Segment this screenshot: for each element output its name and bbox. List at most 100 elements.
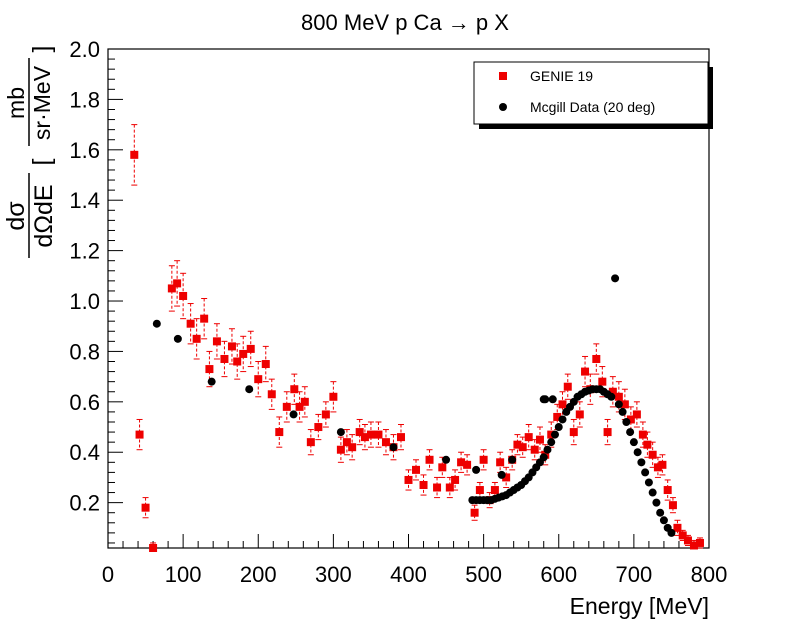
- mcgill-data-point: [550, 430, 559, 439]
- genie-point: [470, 508, 479, 517]
- genie-point: [592, 354, 601, 363]
- genie-point: [342, 438, 351, 447]
- genie-point: [433, 483, 442, 492]
- genie-point: [220, 354, 229, 363]
- genie-point: [321, 410, 330, 419]
- genie-point: [306, 438, 315, 447]
- y-label-bracket-open: [: [28, 158, 56, 165]
- mcgill-data-point: [508, 455, 517, 464]
- mcgill-data-point: [644, 478, 653, 487]
- y-tick-label: 0.4: [69, 440, 100, 465]
- genie-point: [513, 440, 522, 449]
- mcgill-data-point: [637, 458, 646, 467]
- mcgill-data-point: [289, 410, 298, 419]
- mcgill-data-point: [207, 377, 216, 386]
- genie-point: [179, 291, 188, 300]
- genie-point: [275, 428, 284, 437]
- legend-genie-marker: [499, 72, 507, 80]
- genie-point: [643, 440, 652, 449]
- y-axis: 0.2 0.4 0.6 0.8 1.0 1.2 1.4 1.6 1.8 2.0: [69, 37, 123, 544]
- y-tick-label: 2.0: [69, 37, 100, 62]
- genie-point: [683, 536, 692, 545]
- legend-data-label: Mcgill Data (20 deg): [530, 99, 655, 115]
- mcgill-data-point: [497, 470, 506, 479]
- genie-point: [419, 480, 428, 489]
- mcgill-data-point: [558, 415, 567, 424]
- genie-point: [608, 387, 617, 396]
- genie-point: [366, 430, 375, 439]
- genie-point: [558, 400, 567, 409]
- genie-point: [475, 486, 484, 495]
- genie-point: [173, 279, 182, 288]
- y-tick-label: 1.2: [69, 239, 100, 264]
- genie-point: [348, 443, 357, 452]
- legend: GENIE 19 Mcgill Data (20 deg): [473, 61, 713, 129]
- y-label-sr-mev: sr·MeV: [29, 65, 55, 140]
- mcgill-data-point: [554, 423, 563, 432]
- y-tick-label: 0.8: [69, 339, 100, 364]
- genie-point: [648, 450, 657, 459]
- mcgill-data-point: [629, 438, 638, 447]
- genie-point: [329, 392, 338, 401]
- x-tick-label: 400: [390, 562, 427, 587]
- mcgill-data-point: [622, 417, 631, 426]
- genie-point: [412, 465, 421, 474]
- genie-point: [355, 428, 364, 437]
- mcgill-data-point: [607, 392, 616, 401]
- genie-point: [530, 445, 539, 454]
- genie-point: [658, 460, 667, 469]
- genie-point: [689, 541, 698, 550]
- series-genie: [130, 124, 704, 552]
- mcgill-data-point: [611, 274, 620, 283]
- genie-point: [141, 503, 150, 512]
- genie-point: [457, 458, 466, 467]
- mcgill-data-point: [173, 334, 182, 343]
- genie-point: [632, 410, 641, 419]
- genie-point: [502, 473, 511, 482]
- mcgill-data-point: [245, 385, 254, 394]
- genie-point: [445, 483, 454, 492]
- chart-title: 800 MeV p Ca → p X: [301, 10, 509, 35]
- genie-point: [239, 349, 248, 358]
- genie-point: [254, 375, 263, 384]
- genie-point: [569, 428, 578, 437]
- genie-point: [496, 458, 505, 467]
- mcgill-data-point: [472, 465, 481, 474]
- x-axis: 0 100 200 300 400 500 600 700 800: [102, 534, 727, 587]
- genie-point: [678, 531, 687, 540]
- mcgill-data-point: [648, 488, 657, 497]
- genie-point: [396, 433, 405, 442]
- mcgill-data-point: [659, 516, 668, 525]
- genie-point: [535, 435, 544, 444]
- genie-point: [404, 475, 413, 484]
- y-tick-label: 1.0: [69, 289, 100, 314]
- y-axis-title: dσ dΩdE [ mb sr·MeV ]: [2, 46, 58, 258]
- genie-point: [524, 433, 533, 442]
- genie-point: [314, 423, 323, 432]
- mcgill-data-point: [541, 395, 550, 404]
- genie-point: [186, 319, 195, 328]
- genie-point: [626, 415, 635, 424]
- genie-point: [581, 367, 590, 376]
- genie-point: [261, 360, 270, 369]
- y-tick-label: 0.2: [69, 491, 100, 516]
- mcgill-data-point: [626, 428, 635, 437]
- mcgill-data-point: [618, 407, 627, 416]
- x-tick-label: 0: [102, 562, 114, 587]
- genie-point: [233, 357, 242, 366]
- genie-point: [282, 402, 291, 411]
- genie-point: [149, 544, 158, 552]
- mcgill-data-point: [389, 443, 398, 452]
- y-label-mb: mb: [3, 87, 29, 119]
- genie-point: [695, 538, 704, 547]
- genie-point: [290, 385, 299, 394]
- mcgill-data-point: [656, 508, 665, 517]
- genie-point: [518, 443, 527, 452]
- mcgill-data-point: [336, 428, 345, 437]
- x-tick-label: 700: [616, 562, 653, 587]
- genie-point: [598, 377, 607, 386]
- genie-point: [267, 390, 276, 399]
- genie-point: [490, 486, 499, 495]
- genie-point: [300, 397, 309, 406]
